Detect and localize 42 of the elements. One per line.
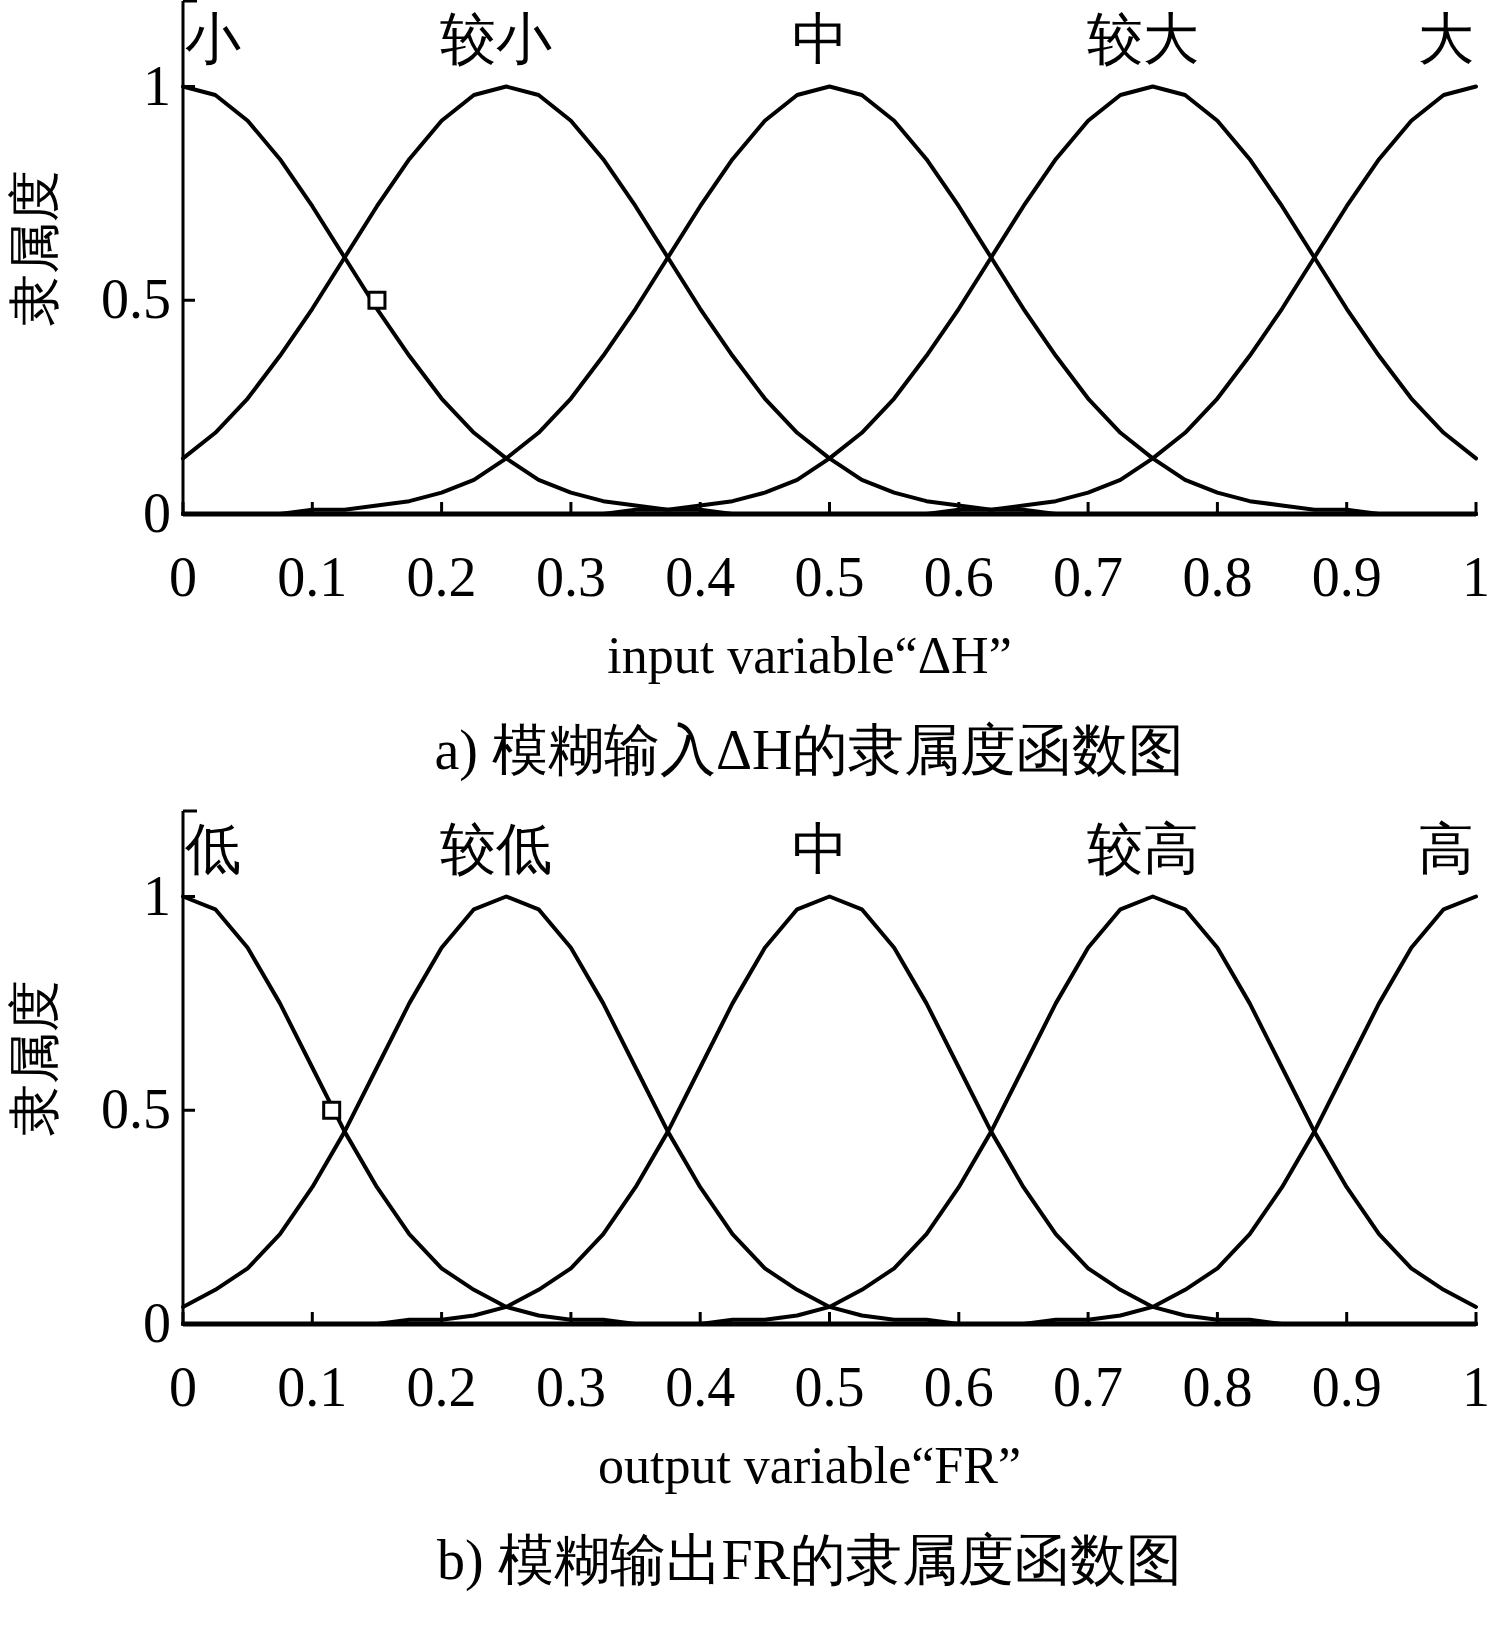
y-axis-title: 隶属度	[6, 979, 63, 1136]
series-label: 高	[1418, 818, 1474, 880]
series-label: 低	[185, 818, 241, 880]
y-tick-label: 1	[143, 864, 171, 927]
x-axis-title: output variable“FR”	[597, 1437, 1022, 1494]
x-tick-label: 0.9	[1311, 546, 1382, 608]
x-tick-label: 1	[1462, 546, 1489, 608]
y-tick-label: 0	[143, 1292, 171, 1354]
series-label: 中	[791, 8, 848, 70]
x-tick-label: 0.4	[665, 1356, 736, 1418]
x-tick-label: 0.7	[1053, 546, 1124, 608]
x-tick-label: 0.5	[794, 1356, 865, 1418]
text: b) 模糊输出FR的隶属度函数图	[436, 1529, 1183, 1591]
x-tick-label: 0.1	[277, 546, 348, 608]
series-label: 较大	[1086, 8, 1199, 70]
y-axis-title: 隶属度	[6, 169, 63, 326]
x-tick-label: 0.2	[406, 546, 477, 608]
series-label: 较高	[1086, 818, 1199, 880]
series-label: 小	[185, 8, 241, 70]
x-axis-title: input variable“ΔH”	[607, 627, 1012, 684]
y-tick-label: 1	[143, 54, 171, 117]
x-tick-label: 0.1	[277, 1356, 348, 1418]
x-tick-label: 0.6	[923, 1356, 994, 1418]
y-tick-label: 0.5	[101, 1078, 171, 1141]
x-tick-label: 0.7	[1053, 1356, 1124, 1418]
x-tick-label: 0.8	[1182, 1356, 1253, 1418]
series-label: 大	[1418, 8, 1474, 70]
x-tick-label: 0.2	[406, 1356, 477, 1418]
x-tick-label: 1	[1462, 1356, 1489, 1418]
series-label: 中	[791, 818, 848, 880]
x-tick-label: 0.6	[923, 546, 994, 608]
x-tick-label: 0.4	[665, 546, 736, 608]
series-label: 较低	[440, 818, 553, 880]
x-tick-label: 0.8	[1182, 546, 1253, 608]
x-tick-label: 0.3	[535, 546, 606, 608]
y-tick-label: 0	[143, 482, 171, 544]
y-tick-label: 0.5	[101, 268, 171, 331]
x-tick-label: 0.5	[794, 546, 865, 608]
x-tick-label: 0.9	[1311, 1356, 1382, 1418]
series-label: 较小	[440, 8, 553, 70]
x-tick-label: 0.3	[535, 1356, 606, 1418]
text: a) 模糊输入ΔH的隶属度函数图	[434, 719, 1185, 781]
